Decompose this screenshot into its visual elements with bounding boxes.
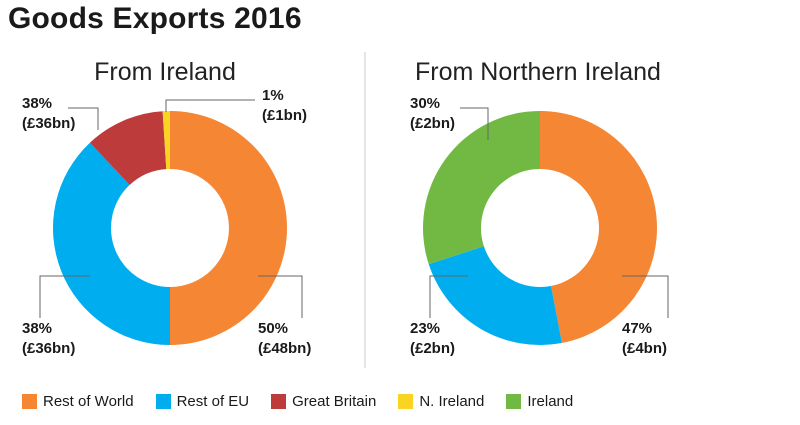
slice-great-britain [89,111,167,185]
donut-from-northern-ireland: From Northern Ireland 47% (£4bn) 23% (£2bn) 3… [410,58,669,357]
legend-swatch [271,394,287,409]
legend-swatch [506,394,522,409]
data-label-pct: 47% [622,320,652,337]
leader-line [460,107,489,140]
data-label-pct: 38% [22,95,52,112]
data-label-pct: 50% [258,320,288,337]
panel-title: From Northern Ireland [415,58,661,86]
data-label-value: (£36bn) [22,115,75,132]
data-label-value: (£1bn) [262,107,307,124]
legend-item-ireland: Ireland [506,393,573,410]
data-label-value: (£2bn) [410,340,455,357]
legend-item-rest-of-eu: Rest of EU [155,393,250,410]
legend-label: N. Ireland [419,393,485,410]
leader-line [258,275,303,318]
data-label-pct: 1% [262,87,284,104]
data-label-value: (£48bn) [258,340,311,357]
data-label-value: (£2bn) [410,115,455,132]
leader-line [429,275,468,318]
data-label-value: (£36bn) [22,340,75,357]
data-label-pct: 30% [410,95,440,112]
legend: Rest of World Rest of EU Great Britain N. I… [22,393,595,410]
legend-label: Ireland [527,393,574,410]
legend-swatch [22,394,37,409]
slice-rest-of-world [170,111,287,345]
slice-n-ireland [162,111,170,170]
slice-rest-of-world [540,111,658,343]
leader-line [622,275,669,318]
legend-label: Great Britain [292,393,377,410]
panel-title: From Ireland [94,58,236,86]
leader-line [39,275,90,318]
slice-rest-of-eu [53,142,170,345]
chart-title: Goods Exports 2016 [8,2,302,35]
leader-line [68,107,99,130]
data-label-value: (£4bn) [622,340,667,357]
donut-from-ireland: From Ireland 50% (£48bn) 38% (£36bn) 38% (£36b… [22,58,311,357]
legend-swatch [398,394,414,409]
slice-rest-of-eu [428,246,562,345]
legend-label: Rest of EU [176,393,250,410]
leader-line [165,99,255,112]
legend-item-great-britain: Great Britain [271,393,376,410]
legend-item-n-ireland: N. Ireland [398,393,484,410]
slice-ireland [422,111,540,265]
data-label-pct: 23% [410,320,440,337]
legend-label: Rest of World [43,393,134,410]
legend-item-rest-of-world: Rest of World [22,393,134,410]
data-label-pct: 38% [22,320,52,337]
legend-swatch [155,394,171,409]
